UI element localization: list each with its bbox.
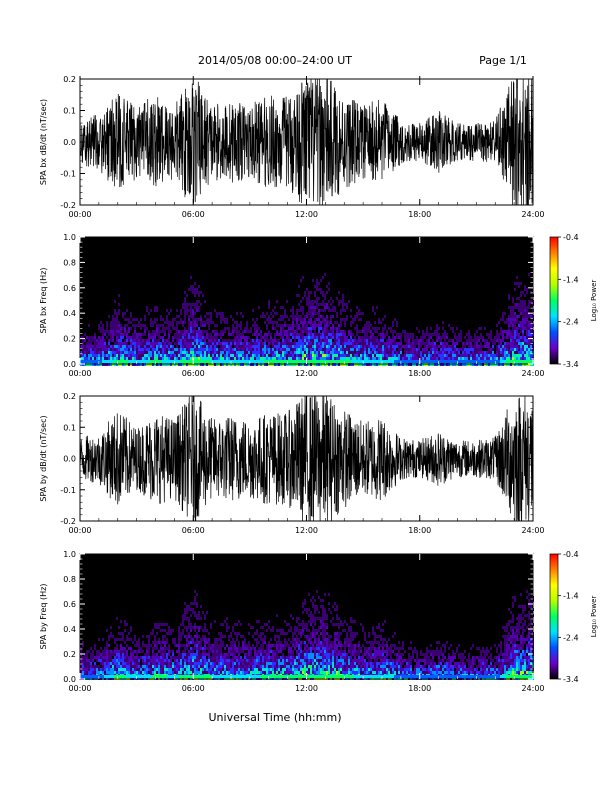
waveform-by-ytick-label: 0.1 [63,423,76,432]
waveform-bx-xtick-label: 18:00 [408,210,431,219]
spectrogram-by-colorbar-tick-label: -1.4 [563,592,579,601]
spectrogram-by-xtick-label: 18:00 [408,684,431,693]
spectrogram-bx-ytick-label: 0.8 [63,258,76,267]
spectrogram-bx-xtick-label: 00:00 [68,369,91,378]
spectrogram-bx-xtick-label: 06:00 [182,369,205,378]
spectrogram-by-panel: 1.0 0.8 0.6 0.4 0.2 0.000:00 06:00 12:00 18:00 24… [39,550,598,693]
spectrogram-by-ytick-label: 1.0 [63,550,76,559]
waveform-bx-xtick-label: 00:00 [68,210,91,219]
spectrogram-bx-colorbar [549,236,559,365]
waveform-bx-xtick-label: 24:00 [521,210,544,219]
spectrogram-bx-ytick-label: 0.2 [63,335,76,344]
x-axis-label: Universal Time (hh:mm) [209,711,342,724]
spectrogram-by-ytick-label: 0.0 [63,675,76,684]
spectrogram-by-xtick-label: 00:00 [68,684,91,693]
spectrogram-by-colorbar-tick-label: -3.4 [563,675,579,684]
waveform-bx-ylabel: SPA bx dB/dt (nT/sec) [39,99,48,185]
waveform-by-xtick-label: 18:00 [408,526,431,535]
spectrogram-bx-colorbar-tick-label: -0.4 [563,233,579,242]
waveform-bx-ytick-label: 0.2 [63,75,76,84]
header-title: 2014/05/08 00:00–24:00 UT [198,54,352,67]
spectrogram-bx-colorbar-tick-label: -1.4 [563,275,579,284]
spectrogram-by-ytick-label: 0.4 [63,625,76,634]
waveform-by-xtick-label: 06:00 [182,526,205,535]
waveform-bx-ytick-label: -0.2 [60,201,76,210]
waveform-bx-panel: 0.2 0.1 0.0 -0.1 -0.200:00 06:00 12:00 18:00 24:… [39,75,545,219]
spectrogram-bx-xtick-label: 24:00 [521,369,544,378]
spectrogram-by-ytick-label: 0.6 [63,600,76,609]
spectrogram-bx-ytick-label: 1.0 [63,233,76,242]
waveform-by-xtick-label: 12:00 [295,526,318,535]
waveform-by-ylabel: SPA by dB/dt (nT/sec) [39,415,48,501]
spectrogram-bx-ytick-label: 0.0 [63,360,76,369]
waveform-by-trace [79,395,534,522]
spectrogram-bx-ytick-label: 0.6 [63,284,76,293]
spectrogram-by-colorbar-tick-label: -2.4 [563,633,579,642]
spectrogram-by-xtick-label: 24:00 [521,684,544,693]
spectrogram-by-ytick-label: 0.2 [63,650,76,659]
spectrogram-bx-xtick-label: 12:00 [295,369,318,378]
spectrogram-by-colorbar-label: Log₁₀ Power [590,596,598,638]
waveform-by-ytick-label: 0.0 [63,455,76,464]
spectrogram-bx-xtick-label: 18:00 [408,369,431,378]
spectrogram-by-colorbar [549,553,559,680]
spectrogram-by-colorbar-tick-label: -0.4 [563,550,579,559]
spectrogram-bx-ytick-label: 0.4 [63,309,76,318]
waveform-bx-xtick-label: 06:00 [182,210,205,219]
spectrogram-by-xtick-label: 06:00 [182,684,205,693]
spectrogram-bx-colorbar-tick-label: -2.4 [563,318,579,327]
spectrogram-by-ylabel: SPA by Freq (Hz) [39,584,48,650]
spectrogram-bx-panel: 1.0 0.8 0.6 0.4 0.2 0.000:00 06:00 12:00 18:00 24… [39,233,598,378]
waveform-by-panel: 0.2 0.1 0.0 -0.1 -0.200:00 06:00 12:00 18:00 24:… [39,392,545,535]
panels: 0.20.10.0-0.1-0.200:00 06:00 12:00 18:00 24:… [39,75,598,693]
waveform-bx-ytick-label: 0.0 [63,138,76,147]
waveform-by-ytick-label: 0.2 [63,392,76,401]
spectrogram-bx-ylabel: SPA bx Freq (Hz) [39,268,48,334]
waveform-bx-ytick-label: 0.1 [63,107,76,116]
waveform-bx-ytick-label: -0.1 [60,170,76,179]
spectrogram-by-xtick-label: 12:00 [295,684,318,693]
spectrogram-bx-colorbar-tick-label: -3.4 [563,360,579,369]
waveform-bx-xtick-label: 12:00 [295,210,318,219]
spectrogram-bx-colorbar-label: Log₁₀ Power [590,280,598,322]
waveform-bx-trace [79,78,534,206]
waveform-by-xtick-label: 24:00 [521,526,544,535]
waveform-by-ytick-label: -0.2 [60,517,76,526]
waveform-by-xtick-label: 00:00 [68,526,91,535]
waveform-by-ytick-label: -0.1 [60,486,76,495]
spectrogram-by-ytick-label: 0.8 [63,575,76,584]
page-indicator: Page 1/1 [479,54,527,67]
